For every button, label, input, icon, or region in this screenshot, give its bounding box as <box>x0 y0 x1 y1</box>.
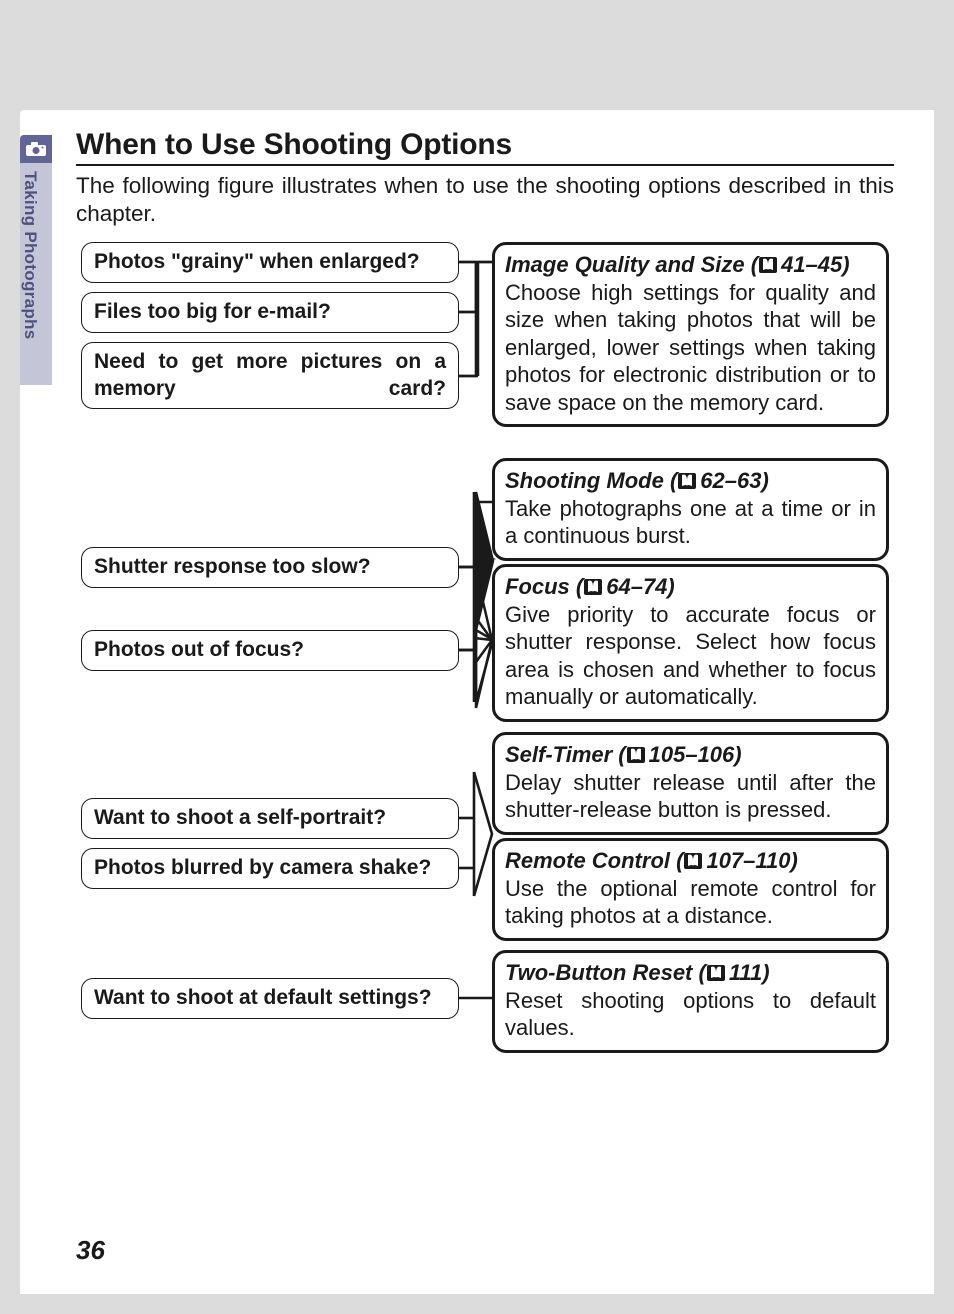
page: When to Use Shooting Options The followi… <box>20 110 934 1294</box>
title-text: Image Quality and Size ( <box>505 252 758 277</box>
page-ref-icon <box>758 256 781 274</box>
page-ref-icon <box>583 578 606 596</box>
page-ref-icon <box>683 852 706 870</box>
page-ref-icon <box>706 964 729 982</box>
answer-focus: Focus ( 64–74) Give priority to accurate … <box>492 564 889 722</box>
question-grainy: Photos "grainy" when enlarged? <box>81 242 459 282</box>
answer-remote-control: Remote Control ( 107–110) Use the optiona… <box>492 838 889 941</box>
answer-image-quality: Image Quality and Size ( 41–45) Choose hi… <box>492 242 889 427</box>
title-text: Focus ( <box>505 574 583 599</box>
page-ref-pages: 41–45) <box>781 252 850 277</box>
side-tab: Taking Photographs <box>20 135 52 385</box>
answer-two-button-reset: Two-Button Reset ( 111) Reset shooting op… <box>492 950 889 1053</box>
answer-body: Reset shooting options to default values… <box>505 987 876 1042</box>
question-out-of-focus: Photos out of focus? <box>81 630 459 670</box>
camera-icon <box>20 135 52 163</box>
answer-title: Self-Timer ( 105–106) <box>505 741 876 769</box>
page-ref-pages: 105–106) <box>649 742 742 767</box>
question-self-portrait: Want to shoot a self-portrait? <box>81 798 459 838</box>
answer-body: Give priority to accurate focus or shutt… <box>505 601 876 711</box>
answer-body: Delay shutter release until after the sh… <box>505 769 876 824</box>
page-ref-pages: 107–110) <box>706 848 797 873</box>
title-text: Self-Timer ( <box>505 742 626 767</box>
answer-title: Image Quality and Size ( 41–45) <box>505 251 876 279</box>
title-text: Two-Button Reset ( <box>505 960 706 985</box>
page-ref-icon <box>677 472 700 490</box>
answer-body: Choose high settings for quality and siz… <box>505 279 876 417</box>
answer-title: Focus ( 64–74) <box>505 573 876 601</box>
question-camera-shake: Photos blurred by camera shake? <box>81 848 459 888</box>
answer-title: Shooting Mode ( 62–63) <box>505 467 876 495</box>
answer-title: Two-Button Reset ( 111) <box>505 959 876 987</box>
page-ref-icon <box>626 746 649 764</box>
question-files-too-big: Files too big for e-mail? <box>81 292 459 332</box>
content-area: When to Use Shooting Options The followi… <box>76 110 894 1072</box>
page-ref-pages: 62–63) <box>700 468 769 493</box>
page-number: 36 <box>76 1235 105 1266</box>
answer-self-timer: Self-Timer ( 105–106) Delay shutter relea… <box>492 732 889 835</box>
question-shutter-slow: Shutter response too slow? <box>81 547 459 587</box>
page-ref-pages: 111) <box>729 960 770 985</box>
page-ref-pages: 64–74) <box>606 574 675 599</box>
side-tab-label: Taking Photographs <box>20 163 40 339</box>
section-heading: When to Use Shooting Options <box>76 110 894 166</box>
question-more-pictures: Need to get more pictures on a memory ca… <box>81 342 459 409</box>
shooting-options-diagram: Photos "grainy" when enlarged? Files too… <box>76 242 894 1072</box>
intro-text: The following figure illustrates when to… <box>76 172 894 228</box>
answer-body: Use the optional remote control for taki… <box>505 875 876 930</box>
question-default-settings: Want to shoot at default settings? <box>81 978 459 1018</box>
title-text: Shooting Mode ( <box>505 468 677 493</box>
answer-body: Take photographs one at a time or in a c… <box>505 495 876 550</box>
title-text: Remote Control ( <box>505 848 683 873</box>
answer-shooting-mode: Shooting Mode ( 62–63) Take photographs o… <box>492 458 889 561</box>
answer-title: Remote Control ( 107–110) <box>505 847 876 875</box>
